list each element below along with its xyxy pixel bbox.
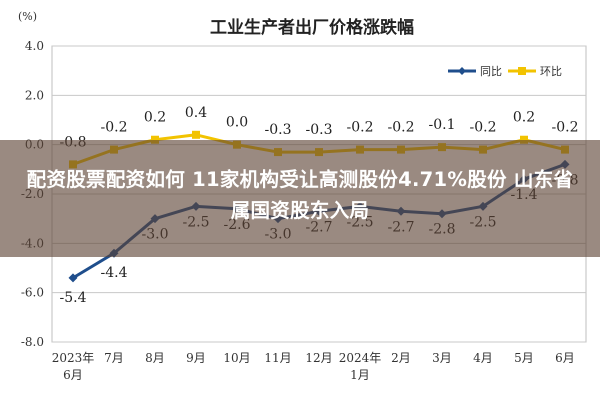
data-label-mom: -0.3: [306, 122, 333, 138]
x-tick-label: 2023年: [52, 351, 95, 365]
x-tick-label: 7月: [104, 351, 124, 365]
data-label-mom: -0.2: [101, 120, 128, 136]
legend-label-mom: 环比: [540, 65, 562, 78]
y-tick-label: 4.0: [25, 39, 44, 53]
x-tick-label: 3月: [432, 351, 452, 365]
x-tick-label: 6月: [555, 351, 575, 365]
y-tick-label: 2.0: [25, 88, 44, 102]
headline-banner: [0, 140, 600, 257]
y-axis-unit-label: (%): [18, 10, 37, 23]
legend-marker-yoy: [458, 67, 466, 75]
data-point-mom: [520, 135, 528, 144]
x-tick-label: 10月: [223, 351, 250, 365]
y-tick-label: -8.0: [21, 335, 44, 349]
data-label-mom: -0.2: [388, 120, 415, 136]
data-point-yoy: [68, 273, 78, 283]
legend-marker-mom: [518, 67, 526, 75]
data-label-mom: 0.0: [226, 115, 248, 131]
x-tick-label: 5月: [514, 351, 534, 365]
data-label-mom: -0.2: [552, 120, 579, 136]
x-tick-label: 12月: [305, 351, 332, 365]
x-tick-label: 1月: [350, 368, 370, 382]
legend: 同比 环比: [448, 65, 562, 78]
x-tick-label: 11月: [264, 351, 291, 365]
y-tick-label: -6.0: [21, 286, 44, 300]
x-tick-label: 4月: [473, 351, 493, 365]
data-label-mom: -0.3: [265, 122, 292, 138]
data-point-mom: [192, 130, 200, 139]
x-tick-label: 2024年: [339, 351, 382, 365]
data-label-mom: -0.2: [347, 120, 374, 136]
chart-title: 工业生产者出厂价格涨跌幅: [210, 17, 414, 38]
x-tick-label: 9月: [186, 351, 206, 365]
data-label-mom: -0.1: [429, 117, 456, 133]
x-tick-label: 8月: [145, 351, 165, 365]
x-tick-label: 2月: [391, 351, 411, 365]
data-label-yoy: -5.4: [60, 290, 87, 306]
data-label-mom: -0.2: [470, 120, 497, 136]
data-label-yoy: -4.4: [101, 265, 128, 281]
legend-label-yoy: 同比: [480, 65, 502, 78]
data-point-mom: [151, 135, 159, 144]
data-label-mom: 0.4: [185, 105, 207, 121]
data-label-mom: 0.2: [513, 110, 535, 126]
x-tick-label: 6月: [63, 368, 83, 382]
headline-text: 配资股票配资如何 11家机构受让高测股份4.71%股份 山东省属国资股东入局: [26, 168, 574, 222]
data-label-mom: 0.2: [144, 110, 166, 126]
